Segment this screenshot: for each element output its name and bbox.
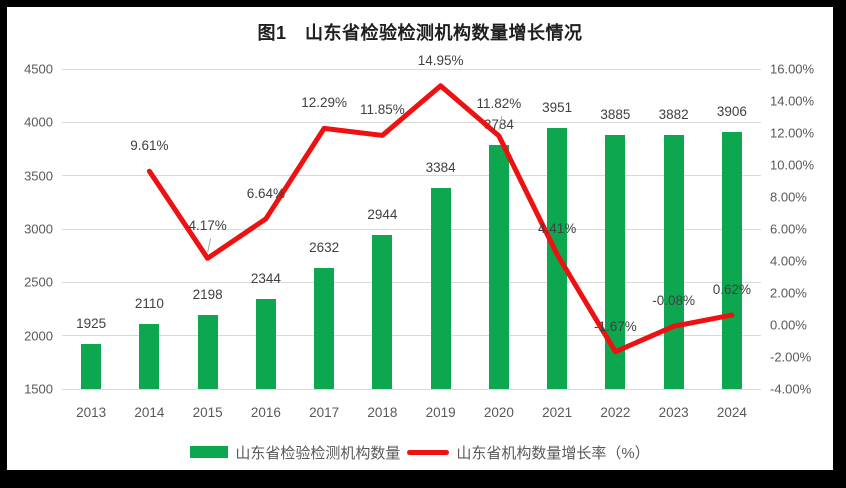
y-axis-tick-left: 3500	[24, 168, 53, 184]
x-axis-label: 2023	[658, 405, 689, 420]
gridline	[62, 68, 761, 70]
growth-rate-label: 9.61%	[130, 138, 169, 154]
y-axis-tick-right: 10.00%	[770, 157, 815, 173]
growth-rate-label: 0.62%	[712, 282, 752, 298]
x-axis-label: 2024	[716, 405, 747, 420]
growth-rate-label: 14.95%	[417, 52, 464, 68]
growth-rate-label: 4.17%	[188, 218, 227, 234]
y-axis-tick-right: -4.00%	[770, 381, 812, 397]
gridline	[62, 388, 761, 390]
bar	[255, 298, 276, 389]
legend-bar-swatch-icon	[190, 446, 229, 458]
growth-rate-label: -1.67%	[593, 318, 637, 334]
x-axis-label: 2019	[425, 405, 456, 420]
gridline	[62, 121, 761, 123]
y-axis-tick-right: -2.00%	[770, 349, 812, 365]
x-axis-label: 2016	[250, 405, 281, 420]
bar	[139, 323, 160, 389]
bar	[721, 132, 742, 389]
label-leader-line	[207, 238, 212, 253]
legend-line-swatch-icon	[407, 449, 450, 455]
bar-value-label: 2944	[367, 206, 398, 222]
x-axis-label: 2020	[483, 405, 514, 420]
x-axis-label: 2017	[309, 405, 340, 420]
y-axis-tick-right: 6.00%	[770, 221, 807, 237]
growth-rate-label: 6.64%	[246, 185, 286, 201]
y-axis-tick-right: 8.00%	[770, 189, 807, 205]
bar	[197, 314, 218, 389]
bar-value-label: 3951	[542, 99, 573, 115]
chart-panel: 图1 山东省检验检测机构数量增长情况 山东省检验检测机构数量 山东省机构数量增长…	[7, 7, 833, 470]
x-axis-label: 2022	[600, 405, 631, 420]
bar-value-label: 2110	[134, 295, 164, 311]
bar	[605, 134, 626, 389]
growth-rate-label: 11.85%	[359, 102, 405, 118]
y-axis-tick-right: 16.00%	[770, 61, 815, 77]
bar	[372, 234, 393, 389]
y-axis-tick-left: 1500	[24, 381, 53, 397]
growth-rate-label: 11.82%	[476, 95, 522, 111]
gridline	[62, 175, 761, 177]
y-axis-tick-right: 2.00%	[770, 285, 807, 301]
x-axis-label: 2021	[542, 405, 573, 420]
growth-rate-label: 4.41%	[537, 221, 577, 237]
label-leader-line	[498, 115, 503, 130]
bar-value-label: 3882	[658, 106, 689, 122]
bar-value-label: 3885	[600, 106, 631, 122]
y-axis-tick-right: 12.00%	[770, 125, 815, 141]
y-axis-tick-left: 4000	[24, 114, 53, 130]
legend-bar-label: 山东省检验检测机构数量	[235, 444, 401, 462]
bar-value-label: 2632	[309, 240, 340, 256]
growth-rate-polyline	[146, 83, 735, 355]
y-axis-tick-right: 0.00%	[770, 317, 807, 333]
x-axis-label: 2013	[76, 405, 107, 420]
y-axis-tick-right: 14.00%	[770, 93, 815, 109]
y-axis-tick-right: 4.00%	[770, 253, 807, 269]
x-axis-label: 2015	[192, 405, 223, 420]
legend-line-label: 山东省机构数量增长率（%）	[456, 444, 650, 462]
bar-value-label: 2198	[192, 286, 223, 302]
bar	[488, 145, 509, 389]
y-axis-tick-left: 3000	[24, 221, 53, 237]
growth-rate-label: 12.29%	[301, 95, 348, 111]
y-axis-tick-left: 4500	[24, 61, 53, 77]
bar	[81, 343, 102, 389]
y-axis-tick-left: 2000	[24, 328, 53, 344]
gridline	[62, 335, 761, 337]
y-axis-tick-left: 2500	[24, 274, 53, 290]
bar-value-label: 2344	[250, 270, 281, 286]
legend: 山东省检验检测机构数量 山东省机构数量增长率（%）	[7, 443, 833, 462]
x-axis-label: 2018	[367, 405, 398, 420]
growth-rate-line	[146, 83, 735, 355]
gridline	[62, 281, 761, 283]
chart-title: 图1 山东省检验检测机构数量增长情况	[257, 23, 583, 43]
bar	[314, 268, 335, 389]
gridline	[62, 228, 761, 230]
bar	[430, 188, 451, 389]
bar-value-label: 3906	[716, 104, 747, 120]
bar-value-label: 1925	[76, 315, 107, 331]
bar-value-label: 3384	[425, 160, 456, 176]
growth-rate-label: -0.08%	[652, 293, 696, 309]
x-axis-label: 2014	[134, 405, 165, 420]
